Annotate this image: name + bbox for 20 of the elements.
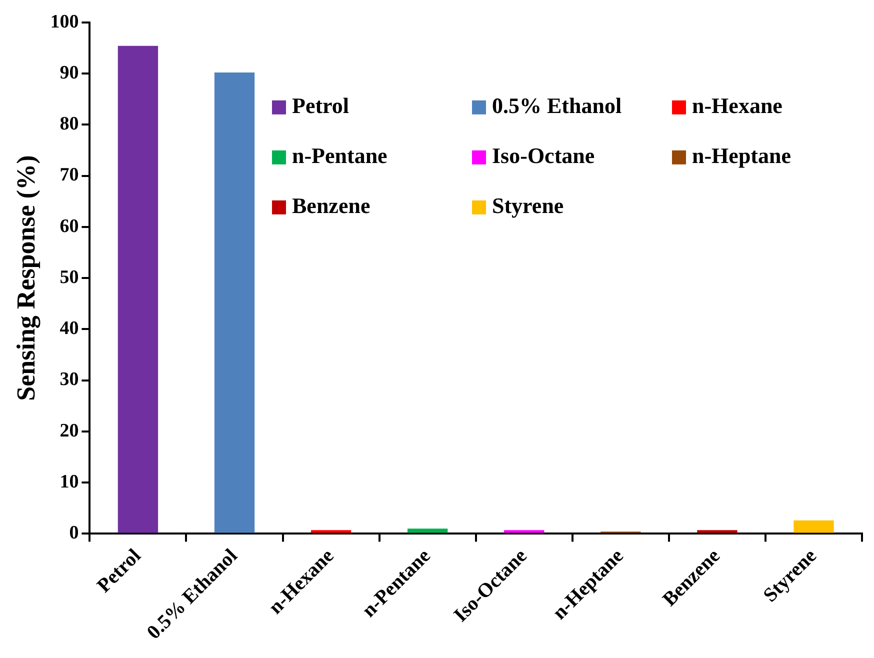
legend-label: Iso-Octane: [492, 143, 595, 168]
legend-label: 0.5% Ethanol: [492, 93, 622, 118]
y-tick-label: 90: [60, 62, 79, 84]
y-tick-label: 30: [60, 369, 79, 390]
y-tick-label: 80: [60, 114, 79, 135]
legend-label: Styrene: [492, 193, 564, 218]
legend-label: n-Heptane: [692, 143, 792, 168]
y-tick-label: 10: [60, 472, 79, 493]
y-tick-label: 20: [60, 420, 79, 442]
legend-label: Petrol: [292, 93, 350, 118]
y-tick-label: 70: [60, 164, 79, 186]
y-tick-label: 0: [69, 522, 79, 544]
y-tick-label: 60: [60, 216, 79, 237]
legend-label: n-Hexane: [692, 93, 783, 118]
y-axis-title: Sensing Response (%): [11, 155, 40, 401]
legend-label: Benzene: [292, 193, 370, 218]
legend-label: n-Pentane: [292, 143, 388, 168]
y-tick-label: 100: [50, 11, 79, 32]
y-tick-label: 40: [60, 318, 79, 340]
y-tick-label: 50: [60, 266, 79, 288]
